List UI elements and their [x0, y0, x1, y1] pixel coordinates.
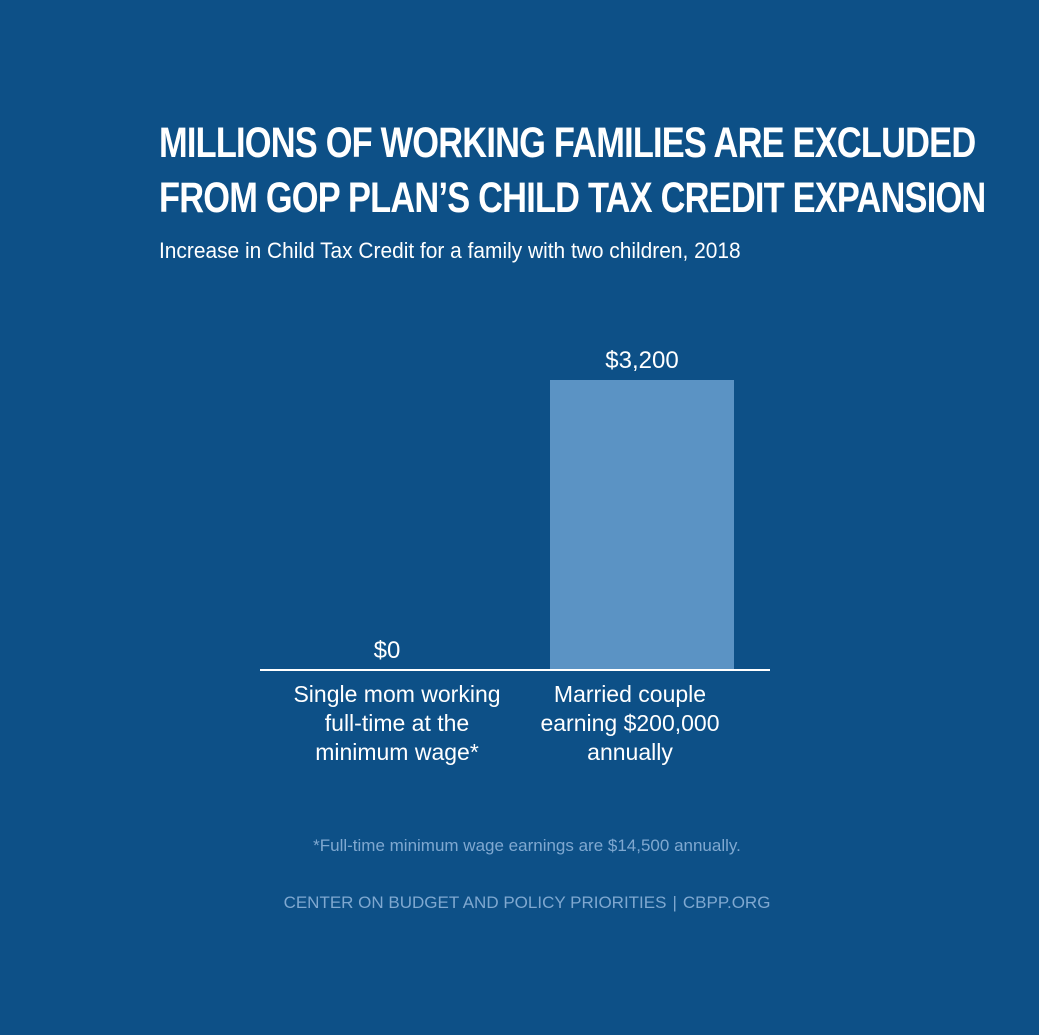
- data-label-2: $3,200: [605, 347, 678, 374]
- source-org: CENTER ON BUDGET AND POLICY PRIORITIES: [283, 893, 667, 912]
- footnote: *Full-time minimum wage earnings are $14…: [313, 836, 741, 855]
- source-site: CBPP.ORG: [682, 893, 771, 912]
- category-label-2: Married couple earning $200,000 annually: [540, 681, 719, 765]
- data-label-1: $0: [374, 637, 401, 664]
- bar-2: [550, 380, 734, 670]
- category-label-1: Single mom working full-time at the minimu…: [293, 681, 500, 765]
- chart-subtitle: Increase in Child Tax Credit for a famil…: [159, 238, 741, 263]
- bar-chart: $0 $3,200 Single mom working full-time at t…: [260, 347, 770, 765]
- source-separator: |: [672, 893, 677, 912]
- source-credit: CENTER ON BUDGET AND POLICY PRIORITIES | C…: [0, 891, 1039, 915]
